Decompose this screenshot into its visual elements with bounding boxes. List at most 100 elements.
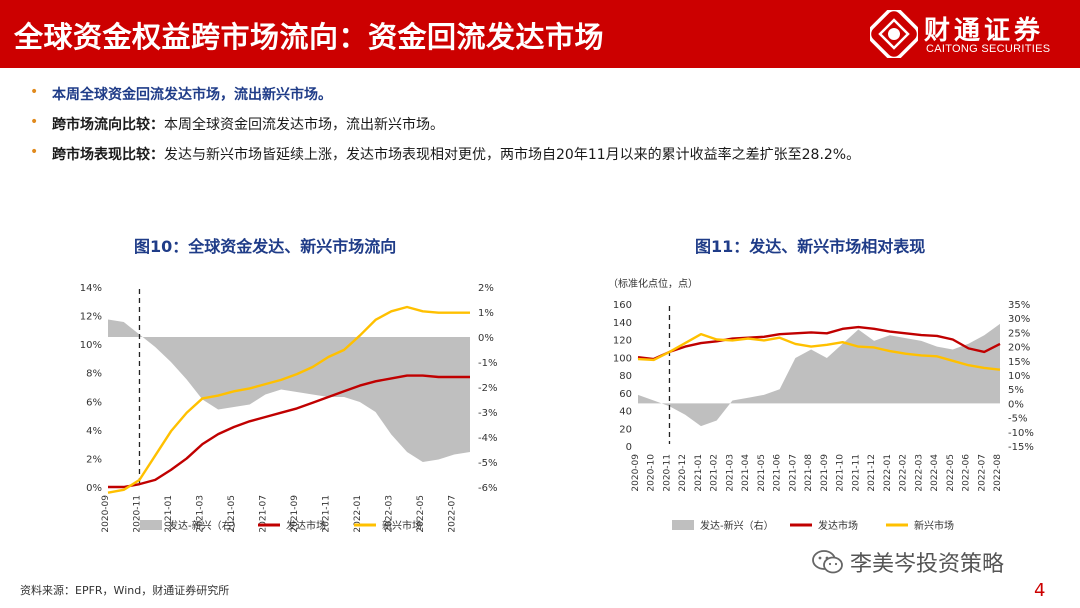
x-tick-label: 2021-01 xyxy=(694,454,704,492)
right-tick-label: -5% xyxy=(1008,414,1027,425)
right-tick-label: -1% xyxy=(478,358,497,369)
right-tick-label: 1% xyxy=(478,308,494,319)
left-tick-label: 60 xyxy=(619,389,632,400)
wechat-icon xyxy=(812,550,843,574)
left-tick-label: 10% xyxy=(80,340,102,351)
source-note: 资料来源：EPFR，Wind，财通证券研究所 xyxy=(20,584,230,597)
x-tick-label: 2022-07 xyxy=(447,495,457,533)
chart-2: 0 20 40 60 80 100 120 140 160 -15% -10% -5% 0% 5% 10% 1… xyxy=(608,277,1034,532)
right-tick-label: 5% xyxy=(1008,385,1024,396)
x-tick-label: 2022-03 xyxy=(914,454,924,492)
watermark-text: 李美岑投资策略 xyxy=(850,552,1005,577)
emerging-line xyxy=(107,305,470,494)
left-tick-label: 40 xyxy=(619,407,632,418)
right-tick-label: 20% xyxy=(1008,343,1030,354)
left-tick-label: 4% xyxy=(86,426,102,437)
left-tick-label: 160 xyxy=(613,300,632,311)
x-tick-label: 2021-01 xyxy=(164,495,174,533)
x-tick-label: 2020-09 xyxy=(631,454,641,492)
bullet-3-text: 发达与新兴市场皆延续上涨，发达市场表现相对更优，两市场自20年11月以来的累计收… xyxy=(164,147,861,163)
x-tick-label: 2022-03 xyxy=(384,495,394,533)
developed-line xyxy=(108,374,470,489)
x-tick-label: 2022-01 xyxy=(883,454,893,492)
bullet-dot-icon: • xyxy=(30,114,39,130)
left-tick-label: 8% xyxy=(86,369,102,380)
bullet-1-strong: 本周全球资金回流发达市场，流出新兴市场。 xyxy=(52,87,332,103)
left-tick-label: 100 xyxy=(613,353,632,364)
diff-area xyxy=(638,323,1000,427)
left-tick-label: 20 xyxy=(619,424,632,435)
x-tick-label: 2020-12 xyxy=(678,454,688,492)
right-tick-label: -4% xyxy=(478,433,497,444)
legend-label: 发达-新兴（右） xyxy=(700,519,774,532)
logo-name-cn: 财通证券 xyxy=(924,16,1045,46)
right-tick-label: -6% xyxy=(478,483,497,494)
x-tick-label: 2022-05 xyxy=(946,454,956,492)
legend-swatch-diff xyxy=(140,520,162,530)
right-tick-label: 30% xyxy=(1008,314,1030,325)
bullet-dot-icon: • xyxy=(30,144,39,160)
legend-label: 发达市场 xyxy=(286,519,326,532)
x-tick-label: 2021-11 xyxy=(321,495,331,533)
x-tick-label: 2020-11 xyxy=(662,454,672,492)
x-tick-label: 2021-05 xyxy=(227,495,237,533)
x-tick-label: 2020-10 xyxy=(647,454,657,492)
left-tick-label: 0% xyxy=(86,483,102,494)
chart-subtitle: （标准化点位，点） xyxy=(608,277,698,290)
x-tick-label: 2021-12 xyxy=(867,454,877,492)
x-tick-label: 2021-02 xyxy=(710,454,720,492)
bullet-2: • 跨市场流向比较：本周全球资金回流发达市场，流出新兴市场。 xyxy=(30,114,1060,134)
legend-label: 发达-新兴（右） xyxy=(168,519,242,532)
left-tick-label: 0 xyxy=(626,442,632,453)
x-tick-label: 2021-09 xyxy=(820,454,830,492)
x-tick-label: 2021-08 xyxy=(804,454,814,492)
left-tick-label: 6% xyxy=(86,397,102,408)
right-tick-label: 15% xyxy=(1008,357,1030,368)
right-tick-label: -5% xyxy=(478,458,497,469)
x-tick-label: 2022-05 xyxy=(416,495,426,533)
logo-name-en: CAITONG SECURITIES xyxy=(926,43,1051,55)
x-tick-label: 2021-06 xyxy=(773,454,783,492)
right-tick-label: 25% xyxy=(1008,328,1030,339)
x-tick-label: 2021-05 xyxy=(757,454,767,492)
summary-bullets: • 本周全球资金回流发达市场，流出新兴市场。 • 跨市场流向比较：本周全球资金回… xyxy=(30,84,1060,174)
legend-swatch-diff xyxy=(672,520,694,530)
x-tick-label: 2020-09 xyxy=(101,495,111,533)
diff-area xyxy=(108,319,470,462)
right-tick-label: -10% xyxy=(1008,428,1034,439)
bullet-3: • 跨市场表现比较：发达与新兴市场皆延续上涨，发达市场表现相对更优，两市场自20… xyxy=(30,144,1060,164)
developed-line xyxy=(637,325,1001,361)
right-tick-label: -3% xyxy=(478,408,497,419)
right-tick-label: 10% xyxy=(1008,371,1030,382)
emerging-line xyxy=(637,332,1001,371)
x-tick-label: 2021-04 xyxy=(741,454,751,492)
right-tick-label: 0% xyxy=(1008,399,1024,410)
x-tick-label: 2021-10 xyxy=(836,454,846,492)
legend-label: 新兴市场 xyxy=(382,519,422,532)
x-tick-label: 2020-11 xyxy=(132,495,142,533)
right-tick-label: 0% xyxy=(478,333,494,344)
x-tick-label: 2021-03 xyxy=(195,495,205,533)
bullet-1: • 本周全球资金回流发达市场，流出新兴市场。 xyxy=(30,84,1060,104)
x-tick-label: 2022-01 xyxy=(353,495,363,533)
x-tick-label: 2021-03 xyxy=(725,454,735,492)
bullet-dot-icon: • xyxy=(30,84,39,100)
left-tick-label: 80 xyxy=(619,371,632,382)
chart-1-title: 图10：全球资金发达、新兴市场流向 xyxy=(134,237,397,256)
x-tick-label: 2021-11 xyxy=(851,454,861,492)
x-tick-label: 2021-07 xyxy=(788,454,798,492)
bullet-2-text: 本周全球资金回流发达市场，流出新兴市场。 xyxy=(164,117,444,133)
caitong-logo-icon xyxy=(870,10,918,58)
chart-1: 0% 2% 4% 6% 8% 10% 12% 14% -6% -5% -4% -3% -2% -1% 0% 1… xyxy=(80,283,498,533)
chart-2-title: 图11：发达、新兴市场相对表现 xyxy=(695,237,926,256)
x-tick-label: 2021-09 xyxy=(290,495,300,533)
page-number: 4 xyxy=(1034,580,1046,601)
x-tick-label: 2022-08 xyxy=(993,454,1003,492)
bullet-2-strong: 跨市场流向比较： xyxy=(52,117,164,133)
x-tick-label: 2022-06 xyxy=(962,454,972,492)
x-tick-label: 2022-02 xyxy=(899,454,909,492)
legend-label: 新兴市场 xyxy=(914,519,954,532)
legend-label: 发达市场 xyxy=(818,519,858,532)
left-tick-label: 14% xyxy=(80,283,102,294)
watermark: 李美岑投资策略 xyxy=(812,546,1004,578)
